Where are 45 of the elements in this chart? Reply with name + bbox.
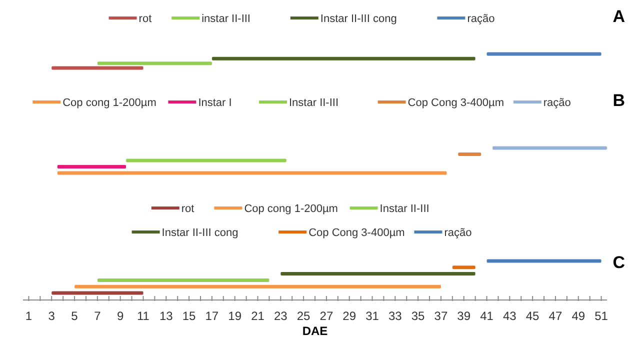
x-tick-label: 47 — [548, 309, 562, 323]
x-tick-label: 25 — [296, 309, 311, 323]
x-tick-label: 41 — [480, 309, 494, 323]
x-tick-label: 23 — [274, 309, 288, 323]
x-tick-label: 9 — [116, 309, 124, 323]
x-tick-label: 19 — [228, 309, 242, 323]
legend-label: Cop Cong 3-400µm — [408, 97, 504, 109]
legend-label: Instar II-III — [380, 203, 430, 215]
text: A — [612, 7, 625, 26]
legend-label: ração — [543, 97, 571, 109]
x-tick-label: 39 — [457, 309, 471, 323]
legend-label: Instar II-III cong — [162, 227, 238, 239]
x-tick-label: 15 — [182, 309, 196, 323]
legend-label: rot — [138, 13, 152, 25]
x-axis-title: DAE — [302, 324, 328, 338]
text: B — [612, 91, 625, 110]
legend-label: rot — [181, 203, 194, 215]
legend-label: Cop cong 1-200µm — [244, 203, 338, 215]
x-tick-label: 11 — [137, 309, 150, 323]
x-tick-label: 1 — [25, 309, 32, 323]
x-tick-label: 17 — [205, 309, 219, 323]
x-tick-label: 5 — [71, 309, 78, 323]
legend-label: instar II-III — [202, 13, 251, 25]
legend-label: ração — [444, 227, 472, 239]
x-tick-label: 45 — [526, 309, 540, 323]
legend-label: Instar II-III — [289, 97, 339, 109]
x-tick-label: 43 — [502, 309, 517, 323]
x-tick-label: 3 — [48, 309, 56, 323]
legend-label: Cop Cong 3-400µm — [308, 227, 405, 239]
legend-label: Instar II-III cong — [320, 13, 397, 25]
x-tick-label: 7 — [94, 309, 102, 323]
x-tick-label: 33 — [388, 309, 402, 323]
x-tick-label: 31 — [366, 309, 380, 323]
legend-label: Instar I — [198, 97, 232, 109]
x-tick-label: 21 — [251, 309, 265, 323]
x-tick-label: 27 — [320, 309, 334, 323]
x-tick-label: 35 — [411, 309, 426, 323]
legend-label: Cop cong 1-200µm — [62, 97, 156, 109]
x-tick-label: 49 — [572, 309, 586, 323]
legend-label: ração — [467, 13, 495, 25]
x-tick-label: 29 — [342, 309, 356, 323]
x-tick-label: 51 — [594, 309, 608, 323]
x-tick-label: 37 — [434, 309, 448, 323]
text: C — [612, 253, 625, 272]
x-tick-label: 13 — [159, 309, 174, 323]
